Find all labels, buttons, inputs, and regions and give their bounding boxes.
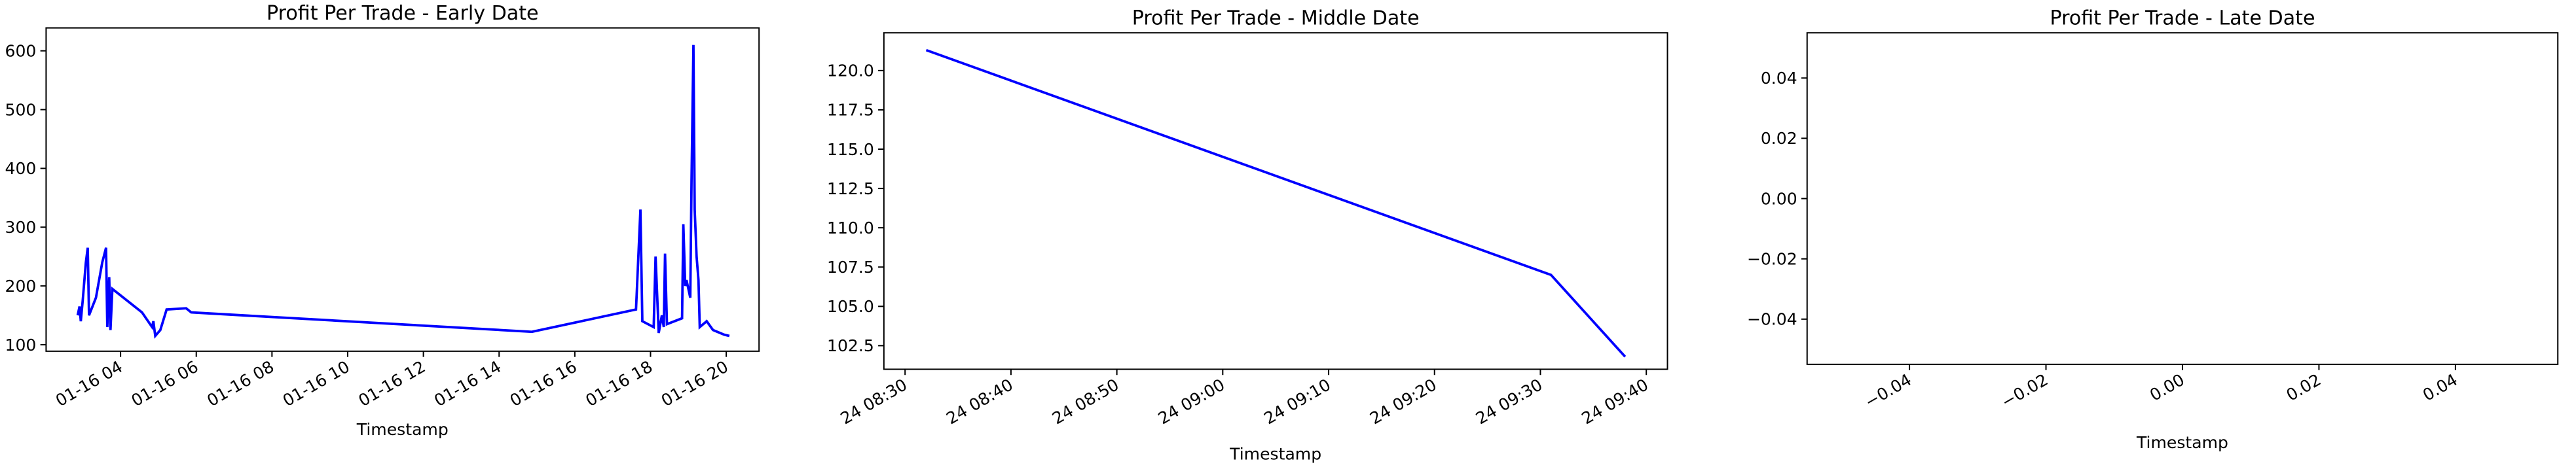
x-tick-label: 01-16 04 <box>52 357 126 410</box>
x-axis-label: Timestamp <box>356 420 449 439</box>
y-tick-label: 112.5 <box>827 179 874 198</box>
x-tick-label: 24 09:30 <box>1473 375 1546 428</box>
x-axis-label: Timestamp <box>2136 433 2228 452</box>
y-tick-label: 0.02 <box>1761 129 1797 148</box>
x-axis-label: Timestamp <box>1229 444 1321 463</box>
x-tick-label: 01-16 16 <box>507 357 580 410</box>
x-tick-label: 24 08:30 <box>837 375 911 428</box>
y-tick-label: 115.0 <box>827 140 874 159</box>
x-tick-label: 01-16 12 <box>355 357 428 410</box>
x-tick-label: 01-16 18 <box>582 357 655 410</box>
y-tick-label: 200 <box>5 277 36 296</box>
data-line <box>76 44 730 339</box>
x-tick-label: 01-16 10 <box>280 357 353 410</box>
x-tick-label: −0.04 <box>1862 370 1915 412</box>
x-tick-label: 01-16 06 <box>128 357 202 410</box>
chart-title: Profit Per Trade - Late Date <box>2050 7 2315 30</box>
y-tick-label: 0.04 <box>1761 69 1797 88</box>
x-tick-label: 01-16 08 <box>204 357 277 410</box>
x-tick-label: 24 09:10 <box>1260 375 1334 428</box>
plot-frame <box>1806 32 2559 365</box>
x-tick-label: 01-16 20 <box>658 357 731 410</box>
plot-frame <box>45 27 760 352</box>
x-tick-label: 24 09:20 <box>1367 375 1440 428</box>
x-tick-label: 24 09:00 <box>1155 375 1228 428</box>
y-tick-label: 110.0 <box>827 218 874 237</box>
x-tick-label: 0.04 <box>2420 370 2461 405</box>
x-tick-label: 24 08:50 <box>1049 375 1122 428</box>
y-tick-label: 120.0 <box>827 61 874 80</box>
x-tick-label: 24 09:40 <box>1579 375 1652 428</box>
y-tick-label: 117.5 <box>827 101 874 120</box>
x-tick-label: 01-16 14 <box>431 357 504 410</box>
chart-title: Profit Per Trade - Early Date <box>267 2 538 25</box>
y-tick-label: 107.5 <box>827 258 874 277</box>
y-tick-label: 500 <box>5 100 36 119</box>
plot-frame <box>883 32 1668 370</box>
data-line <box>925 48 1627 358</box>
y-tick-label: 400 <box>5 159 36 178</box>
y-tick-label: 600 <box>5 41 36 60</box>
x-tick-label: 0.02 <box>2283 370 2325 405</box>
x-tick-label: 24 08:40 <box>943 375 1016 428</box>
y-tick-label: 102.5 <box>827 336 874 355</box>
y-tick-label: 100 <box>5 336 36 355</box>
x-tick-label: 0.00 <box>2146 370 2188 405</box>
chart-title: Profit Per Trade - Middle Date <box>1132 7 1420 30</box>
y-tick-label: 0.00 <box>1761 189 1797 208</box>
x-tick-label: −0.02 <box>1998 370 2051 412</box>
y-tick-label: −0.04 <box>1747 310 1797 329</box>
y-tick-label: 105.0 <box>827 297 874 316</box>
y-tick-label: −0.02 <box>1747 249 1797 268</box>
y-tick-label: 300 <box>5 218 36 237</box>
